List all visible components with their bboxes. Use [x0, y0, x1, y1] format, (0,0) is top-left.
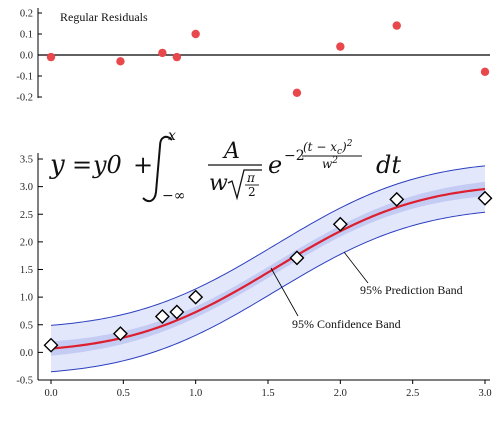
fit-x-tick-label: 1.0 [189, 388, 202, 399]
eq-exp-coef: −2 [284, 148, 305, 164]
confidence-band-fill [51, 181, 485, 356]
eq-lhs: y [49, 150, 65, 180]
residual-point [158, 48, 167, 58]
fit-y-tick-label: 2.5 [20, 210, 33, 221]
fit-x-tick-label: 3.0 [478, 388, 491, 399]
fit-x-tick-label: 1.5 [261, 388, 274, 399]
fit-y-tick-label: -0.5 [16, 376, 33, 387]
fit-y-tick-label: 2.0 [20, 237, 33, 248]
eq-int-upper: x [168, 128, 176, 144]
residual-point [46, 52, 56, 62]
eq-int-lower: −∞ [162, 188, 185, 204]
residuals-points [46, 21, 490, 98]
fit-x-tick-label: 2.5 [406, 388, 419, 399]
residual-point [116, 57, 125, 66]
data-point-marker [154, 308, 170, 324]
eq-exp-den-pow: 2 [331, 156, 338, 166]
data-point-marker [169, 304, 185, 320]
fit-y-tick-label: 0.5 [20, 320, 33, 331]
eq-equals: = [72, 151, 92, 179]
residuals-y-ticks: 0.2 0.1 0.0 -0.1 -0.2 [16, 9, 42, 104]
prediction-band-upper [50, 165, 486, 326]
data-point-marker [188, 289, 204, 305]
data-point-marker [289, 250, 305, 266]
eq-exp-num-pow: 2 [346, 139, 353, 149]
fit-y-tick-label: 1.5 [20, 265, 33, 276]
residuals-panel: Regular Residuals 0.2 0.1 0.0 -0.1 -0.2 [16, 8, 490, 104]
residual-point [172, 52, 182, 62]
eq-sqrt-num: π [246, 171, 256, 185]
residuals-y-tick-label: 0.1 [20, 30, 33, 41]
confidence-band-label: 95% Confidence Band [292, 317, 401, 331]
eq-frac-num: A [222, 139, 240, 164]
residuals-y-tick-label: -0.2 [16, 93, 33, 104]
residuals-y-tick-label: 0.2 [20, 9, 33, 20]
data-point-marker [389, 191, 405, 207]
eq-exp-num-open: (t − x [303, 140, 337, 154]
data-point-marker [112, 326, 128, 342]
eq-exp-num-close: ) [341, 140, 347, 154]
fit-x-tick-label: 0.0 [44, 388, 57, 399]
data-point-marker [43, 337, 59, 353]
residuals-y-tick-label: 0.0 [20, 51, 33, 62]
residual-point [336, 42, 345, 51]
eq-frac-den-w: w [209, 171, 228, 196]
fit-y-ticks: 3.5 3.0 2.5 2.0 1.5 1.0 0.5 0.0 -0.5 [16, 155, 43, 387]
prediction-annotation: 95% Prediction Band [343, 251, 463, 297]
prediction-band-label: 95% Prediction Band [360, 283, 463, 297]
eq-dt: dt [376, 151, 401, 179]
fit-y-tick-label: 1.0 [20, 293, 33, 304]
fit-x-tick-label: 2.0 [334, 388, 347, 399]
eq-exp-num-sub: c [337, 147, 342, 157]
fit-y-tick-label: 3.0 [20, 182, 33, 193]
residuals-y-tick-label: -0.1 [16, 72, 33, 83]
confidence-leader-line [270, 267, 299, 317]
sqrt-sign-icon [227, 169, 262, 201]
prediction-band-lower [50, 211, 486, 373]
eq-sqrt-den: 2 [248, 185, 256, 199]
fit-panel: 3.5 3.0 2.5 2.0 1.5 1.0 0.5 0.0 -0.5 0.0 0.5 1.0 1.… [16, 128, 493, 399]
fit-x-ticks: 0.0 0.5 1.0 1.5 2.0 2.5 3.0 [44, 380, 492, 399]
residual-point [292, 88, 302, 98]
residual-point [480, 67, 490, 77]
residuals-title: Regular Residuals [60, 10, 148, 24]
data-point-marker [477, 190, 493, 206]
fit-y-tick-label: 0.0 [20, 348, 33, 359]
fit-y-tick-label: 3.5 [20, 155, 33, 166]
prediction-leader-line [343, 251, 369, 284]
confidence-annotation: 95% Confidence Band [270, 267, 401, 331]
eq-y0: y0 [92, 151, 122, 179]
residual-point [191, 29, 200, 39]
eq-exp-den: w2 [322, 156, 338, 171]
eq-exp-e: e [268, 151, 282, 179]
integral-sign-icon [142, 135, 173, 203]
data-point-marker [332, 216, 348, 232]
bands [50, 165, 486, 373]
residual-point [392, 21, 401, 30]
eq-plus: + [133, 151, 153, 179]
eq-exp-den-w: w [322, 157, 333, 171]
fit-x-tick-label: 0.5 [117, 388, 130, 399]
eq-exp-num: (t − xc)2 [303, 139, 353, 157]
fit-equation: y = y0 + x −∞ A w π 2 e −2 (t − xc)2 w2 … [49, 128, 401, 204]
data-markers [43, 190, 493, 353]
